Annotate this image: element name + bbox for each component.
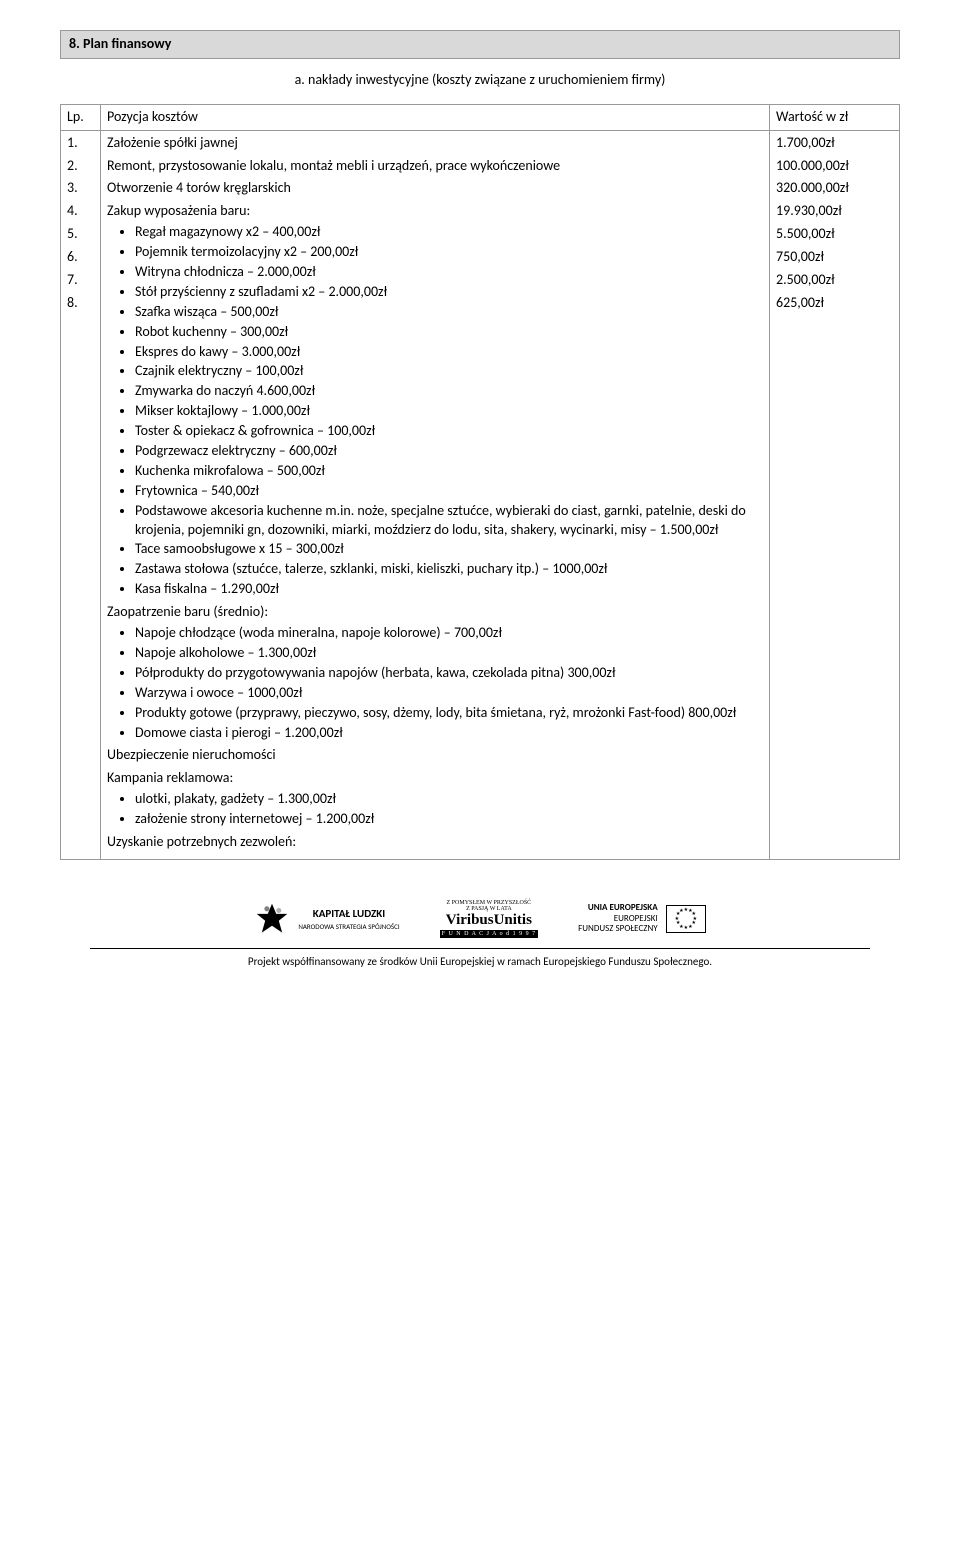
lp-cell: 1. 2. 3. 4. 5. 6. 7. 8. (61, 130, 101, 859)
bullet-item: Zmywarka do naczyń 4.600,00zł (135, 382, 763, 401)
bullet-item: Czajnik elektryczny – 100,00zł (135, 362, 763, 381)
bullet-item: Ekspres do kawy – 3.000,00zł (135, 343, 763, 362)
row-bullets: ulotki, plakaty, gadżety – 1.300,00złzał… (107, 790, 763, 829)
row-lp: 1. (67, 134, 94, 153)
bullet-item: Podgrzewacz elektryczny – 600,00zł (135, 442, 763, 461)
viribus-name: ViribusUnitis (446, 912, 532, 928)
bullet-item: Toster & opiekacz & gofrownica – 100,00z… (135, 422, 763, 441)
col-header-value: Wartość w zł (770, 104, 900, 130)
row-item: Otworzenie 4 torów kręglarskich (107, 179, 763, 198)
section-subtitle: a. nakłady inwestycyjne (koszty związane… (60, 63, 900, 104)
eu-line1: UNIA EUROPEJSKA (578, 903, 658, 914)
row-title: Kampania reklamowa: (107, 769, 763, 788)
row-title: Zakup wyposażenia baru: (107, 202, 763, 221)
bullet-item: Zastawa stołowa (sztućce, talerze, szkla… (135, 560, 763, 579)
viribus-logo: Z POMYSŁEM W PRZYSZŁOŚĆZ PASJĄ W LATA Vi… (440, 900, 539, 938)
row-lp: 4. (67, 202, 94, 221)
bullet-item: Regał magazynowy x2 – 400,00zł (135, 223, 763, 242)
bullet-item: Produkty gotowe (przyprawy, pieczywo, so… (135, 704, 763, 723)
kapital-title: KAPITAŁ LUDZKI (298, 907, 399, 922)
bullet-item: Witryna chłodnicza – 2.000,00zł (135, 263, 763, 282)
page-footer: KAPITAŁ LUDZKI NARODOWA STRATEGIA SPÓJNO… (60, 900, 900, 970)
eu-logo: UNIA EUROPEJSKA EUROPEJSKI FUNDUSZ SPOŁE… (578, 903, 706, 935)
row-value: 2.500,00zł (776, 271, 893, 290)
row-title: Zaopatrzenie baru (średnio): (107, 603, 763, 622)
row-lp: 5. (67, 225, 94, 244)
bullet-item: ulotki, plakaty, gadżety – 1.300,00zł (135, 790, 763, 809)
bullet-item: Robot kuchenny – 300,00zł (135, 323, 763, 342)
row-lp: 6. (67, 248, 94, 267)
col-header-lp: Lp. (61, 104, 101, 130)
row-item: Ubezpieczenie nieruchomości (107, 746, 763, 765)
bullet-item: Kuchenka mikrofalowa – 500,00zł (135, 462, 763, 481)
eu-line3: FUNDUSZ SPOŁECZNY (578, 924, 658, 935)
bullet-item: Półprodukty do przygotowywania napojów (… (135, 664, 763, 683)
bullet-item: Napoje alkoholowe – 1.300,00zł (135, 644, 763, 663)
row-lp: 2. (67, 157, 94, 176)
row-bullets: Napoje chłodzące (woda mineralna, napoje… (107, 624, 763, 742)
row-value: 320.000,00zł (776, 179, 893, 198)
row-item: Uzyskanie potrzebnych zezwoleń: (107, 833, 763, 852)
kapital-icon (254, 901, 290, 937)
row-title: Otworzenie 4 torów kręglarskich (107, 179, 763, 198)
kapital-logo: KAPITAŁ LUDZKI NARODOWA STRATEGIA SPÓJNO… (254, 901, 399, 937)
row-lp: 7. (67, 271, 94, 290)
row-item: Kampania reklamowa: ulotki, plakaty, gadż… (107, 769, 763, 829)
row-item: Zaopatrzenie baru (średnio): Napoje chłod… (107, 603, 763, 742)
bullet-item: Stół przyścienny z szufladami x2 – 2.000… (135, 283, 763, 302)
row-lp: 3. (67, 179, 94, 198)
row-value: 1.700,00zł (776, 134, 893, 153)
bullet-item: Tace samoobsługowe x 15 – 300,00zł (135, 540, 763, 559)
bullet-item: Podstawowe akcesoria kuchenne m.in. noże… (135, 502, 763, 540)
row-value: 5.500,00zł (776, 225, 893, 244)
footer-text: Projekt współfinansowany ze środków Unii… (90, 948, 870, 970)
bullet-item: Napoje chłodzące (woda mineralna, napoje… (135, 624, 763, 643)
footer-logos: KAPITAŁ LUDZKI NARODOWA STRATEGIA SPÓJNO… (60, 900, 900, 938)
row-title: Uzyskanie potrzebnych zezwoleń: (107, 833, 763, 852)
bullet-item: Szafka wisząca – 500,00zł (135, 303, 763, 322)
row-value: 100.000,00zł (776, 157, 893, 176)
row-value: 750,00zł (776, 248, 893, 267)
bullet-item: Warzywa i owoce – 1000,00zł (135, 684, 763, 703)
bullet-item: Kasa fiskalna – 1.290,00zł (135, 580, 763, 599)
value-cell: 1.700,00zł 100.000,00zł 320.000,00zł 19.930… (770, 130, 900, 859)
row-bullets: Regał magazynowy x2 – 400,00złPojemnik t… (107, 223, 763, 599)
row-value: 19.930,00zł (776, 202, 893, 221)
row-title: Ubezpieczenie nieruchomości (107, 746, 763, 765)
row-value: 625,00zł (776, 294, 893, 313)
bullet-item: Domowe ciasta i pierogi – 1.200,00zł (135, 724, 763, 743)
section-header: 8. Plan finansowy (60, 30, 900, 59)
costs-table: Lp. Pozycja kosztów Wartość w zł 1. 2. 3. 4… (60, 104, 900, 860)
row-item: Zakup wyposażenia baru: Regał magazynowy … (107, 202, 763, 599)
kapital-sub: NARODOWA STRATEGIA SPÓJNOŚCI (298, 922, 399, 931)
eu-flag-icon: ★★★★★★★★★★★★ (666, 905, 706, 933)
row-item: Remont, przystosowanie lokalu, montaż me… (107, 157, 763, 176)
bullet-item: Mikser koktajlowy – 1.000,00zł (135, 402, 763, 421)
viribus-sub: F U N D A C J A o d 1 9 9 7 (440, 930, 539, 938)
bullet-item: założenie strony internetowej – 1.200,00… (135, 810, 763, 829)
row-lp: 8. (67, 294, 94, 313)
row-title: Założenie spółki jawnej (107, 134, 763, 153)
bullet-item: Pojemnik termoizolacyjny x2 – 200,00zł (135, 243, 763, 262)
item-cell: Założenie spółki jawnej Remont, przystoso… (101, 130, 770, 859)
row-item: Założenie spółki jawnej (107, 134, 763, 153)
row-title: Remont, przystosowanie lokalu, montaż me… (107, 157, 763, 176)
bullet-item: Frytownica – 540,00zł (135, 482, 763, 501)
col-header-item: Pozycja kosztów (101, 104, 770, 130)
